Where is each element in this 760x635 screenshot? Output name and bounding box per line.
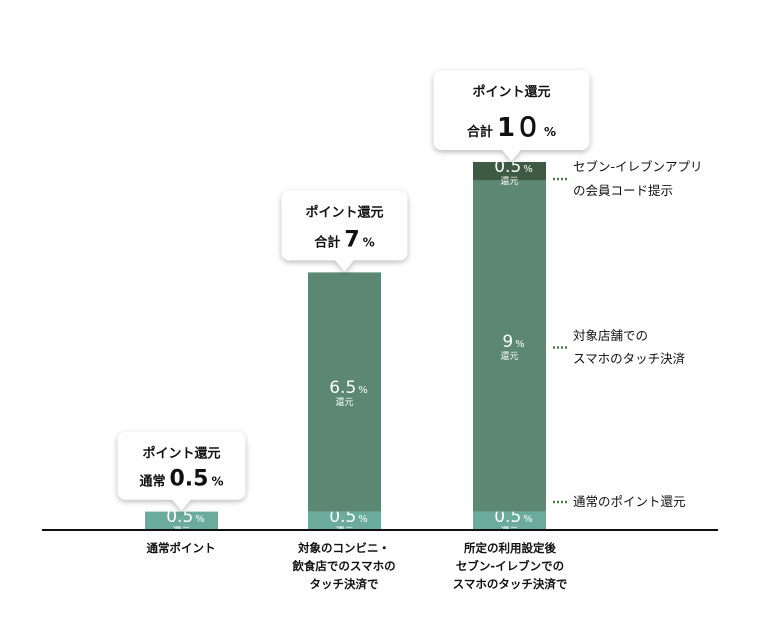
callout-pointer [171,498,192,511]
category-label: 対象のコンビニ・ [297,541,390,555]
bar-segment [473,162,546,181]
bar-segment [473,180,546,512]
category-label: 通常ポイント [147,541,216,555]
segment-value-label: 0.5% [166,507,205,527]
category-label: セブン-イレブンでの [456,559,564,573]
category-label: タッチ決済で [310,577,379,591]
legend-label: セブン-イレブンアプリ [573,159,703,174]
segment-value-label: 0.5% [329,507,368,527]
legend-label: 対象店舗での [573,328,648,343]
bar-group: 0.5 %還元0.5 %還元6.5 %還元0.5 %還元9 %還元0.5 %還元 [145,157,546,537]
callout-title: ポイント還元 [142,446,220,462]
bar-segment [308,272,381,512]
callout-bubble [281,190,408,272]
segment-value-label: 0.5% [494,157,533,177]
callout-box [433,70,590,150]
callout-total: 合計 7% [314,227,374,252]
segment-sub-label: 還元 [500,175,518,187]
callout-bubble [433,70,590,161]
category-label: スマホのタッチ決済で [453,577,568,591]
legend: セブン-イレブンアプリの会員コード提示対象店舗でのスマホのタッチ決済通常のポイン… [553,159,703,509]
segment-value-label: 9% [502,332,524,352]
segment-sub-label: 還元 [335,396,353,408]
bar-segment [473,511,546,530]
callout-box [281,190,408,261]
segment-sub-label: 還元 [500,350,518,362]
segment-value-label: 6.5% [329,378,368,398]
bar-segment [308,511,381,530]
legend-label: スマホのタッチ決済 [573,351,686,366]
callout-pointer [334,259,355,272]
callout-bubble [117,431,246,511]
callout-pointer [501,149,522,161]
category-label: 飲食店でのスマホの [291,559,395,573]
callout-title: ポイント還元 [305,204,383,220]
segment-value-label: 0.5% [494,507,533,527]
category-label: 所定の利用設定後 [464,541,556,555]
callout-box [117,431,246,500]
callout-total: 通常 0.5% [139,467,223,492]
legend-label: の会員コード提示 [573,183,673,198]
callout-title: ポイント還元 [472,84,550,100]
callout-total: 合計 1０% [467,113,556,143]
bar-segment [145,511,218,530]
legend-label: 通常のポイント還元 [573,494,686,509]
